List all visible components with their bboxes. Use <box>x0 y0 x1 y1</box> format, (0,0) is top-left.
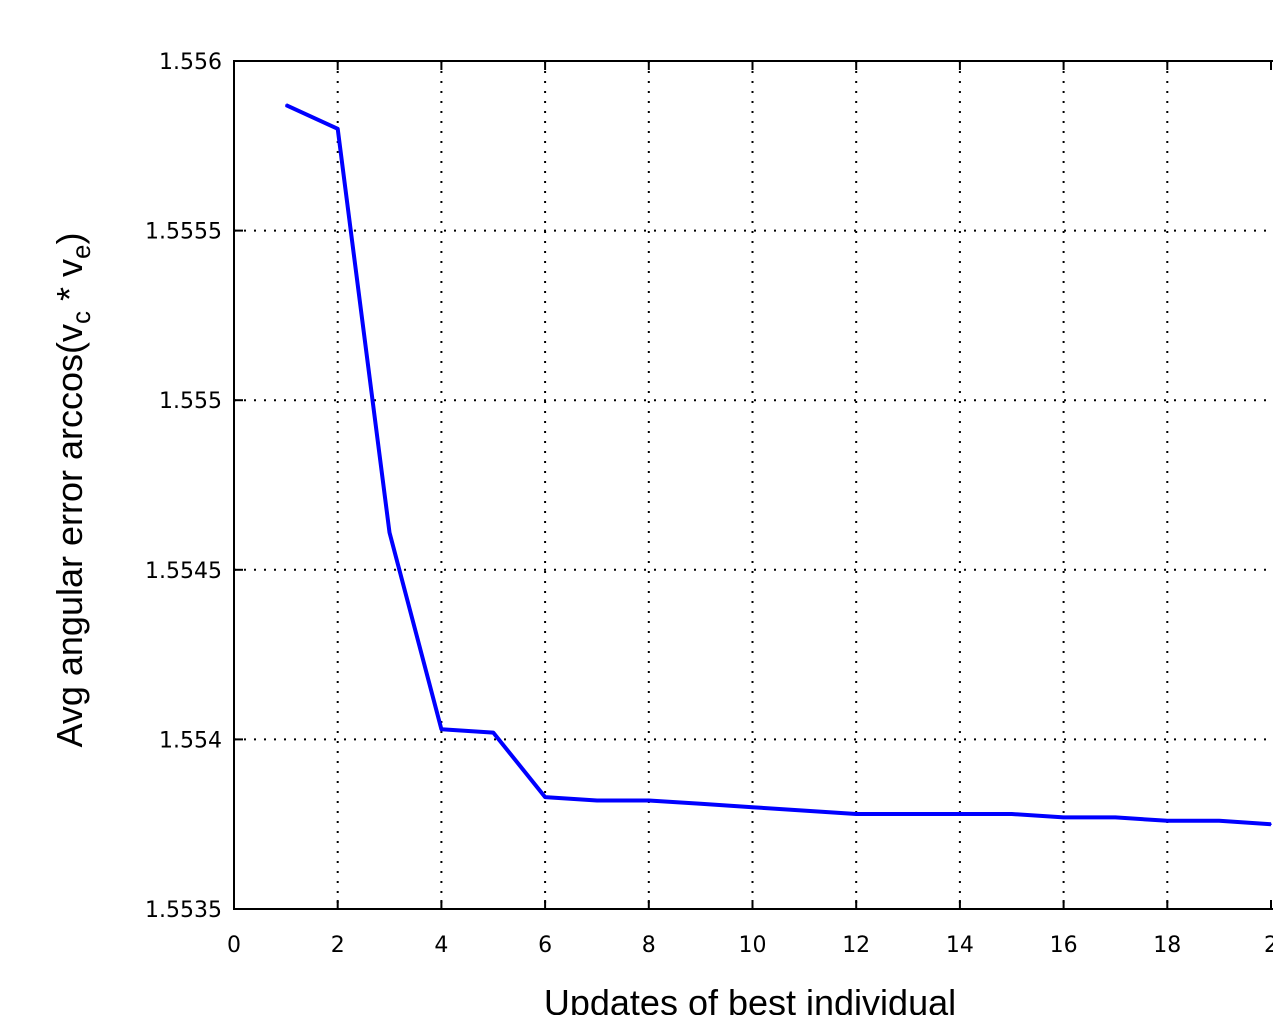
data-point <box>440 728 443 730</box>
data-point <box>699 803 702 805</box>
x-axis-title: Updates of best individual <box>544 982 956 1015</box>
axes-frame <box>233 60 1273 910</box>
data-point <box>336 128 339 130</box>
data-point <box>1166 820 1169 822</box>
x-tick-label: 16 <box>1050 933 1078 958</box>
x-tick-label: 14 <box>946 933 974 958</box>
data-point <box>1011 813 1013 815</box>
data-point <box>751 806 754 808</box>
y-tick-label: 1.556 <box>159 50 222 75</box>
x-tick-label: 2 <box>1264 933 1273 958</box>
series-layer <box>285 103 1272 827</box>
data-point <box>803 809 806 812</box>
data-point <box>544 796 546 798</box>
x-tick-label: 10 <box>739 933 767 958</box>
x-tick-label: 6 <box>538 933 552 958</box>
data-point <box>596 799 598 802</box>
y-axis-title-prefix: Avg angular error arccos(v <box>49 324 90 748</box>
data-point <box>648 799 650 802</box>
y-tick-label: 1.5555 <box>145 220 222 245</box>
x-tick-label: 4 <box>434 933 448 958</box>
series-line <box>285 103 1272 827</box>
x-tick-label: 18 <box>1153 933 1181 958</box>
y-tick-label: 1.555 <box>159 389 222 414</box>
y-axis-title: Avg angular error arccos(vc * ve) <box>49 233 96 748</box>
data-point <box>492 731 495 734</box>
y-tick-label: 1.554 <box>159 728 222 753</box>
y-axis-title-suffix: ) <box>49 233 90 245</box>
data-point <box>959 813 961 815</box>
x-tick-label: 2 <box>331 933 345 958</box>
data-point <box>1270 823 1272 825</box>
grid-lines <box>234 61 1271 909</box>
data-point <box>285 104 287 106</box>
y-axis-title-sub-c: c <box>66 311 96 324</box>
data-point <box>388 531 391 534</box>
data-point <box>907 813 909 815</box>
y-tick-label: 1.5545 <box>145 559 222 584</box>
data-point <box>1062 816 1065 819</box>
y-axis-title-sub-e: e <box>66 245 96 259</box>
y-tick-label: 1.5535 <box>145 898 222 923</box>
tick-labels: 0 2 4 6 8 10 12 14 16 18 2 1.5535 1.554 1.5545 1.555 1.… <box>145 50 1273 958</box>
y-axis-title-middle: * v <box>49 259 90 311</box>
data-point <box>1218 820 1220 822</box>
x-tick-label: 12 <box>842 933 870 958</box>
axes <box>233 60 1273 910</box>
tick-marks <box>233 60 1272 910</box>
x-tick-label: 0 <box>227 933 241 958</box>
data-point <box>855 813 857 815</box>
x-tick-label: 8 <box>642 933 656 958</box>
data-point <box>1114 816 1117 819</box>
